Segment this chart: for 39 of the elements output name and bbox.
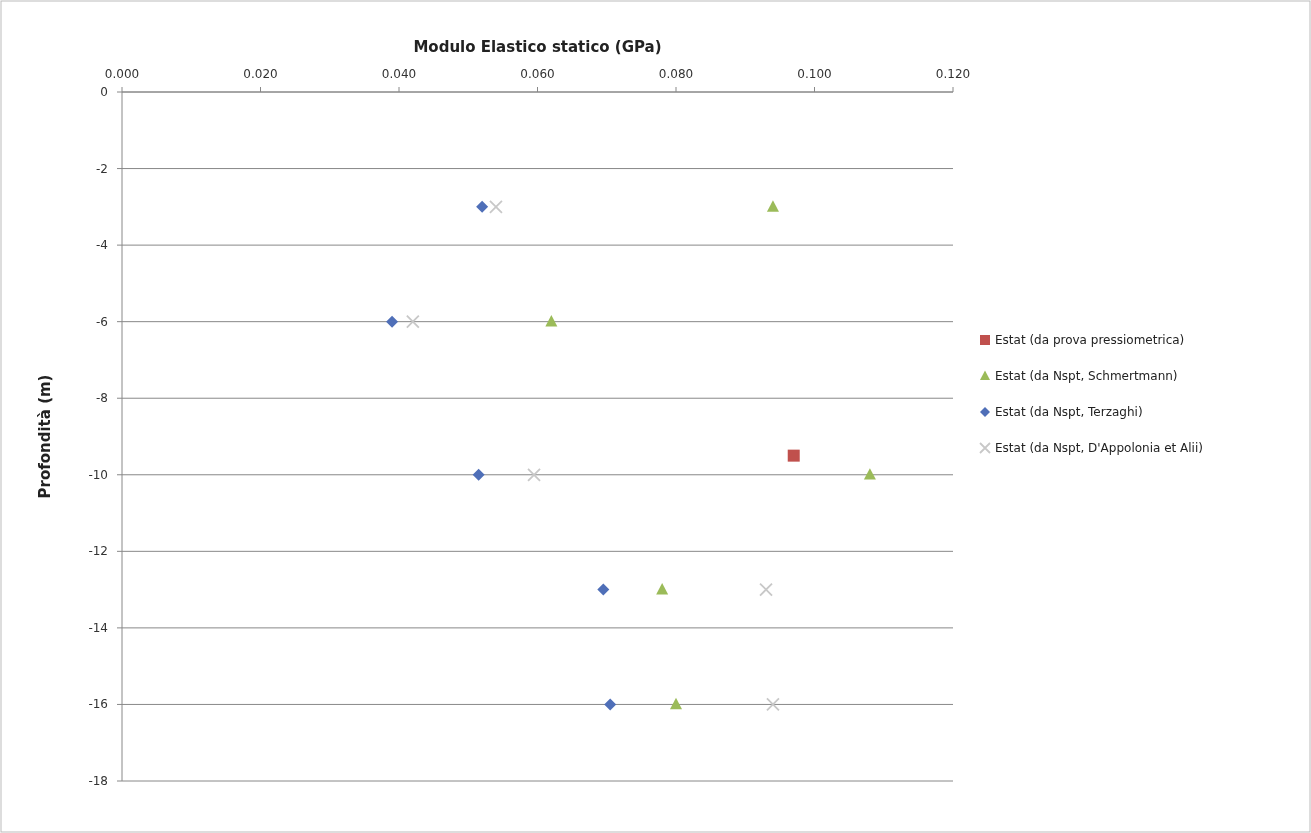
y-tick-label: -12 (88, 544, 108, 559)
x-axis-title: Modulo Elastico statico (GPa) (413, 38, 662, 56)
x-tick-label: 0.020 (243, 67, 278, 81)
point (597, 583, 610, 596)
y-tick-label: 0 (100, 85, 108, 99)
point (405, 314, 420, 329)
x-tick-label: 0.100 (797, 67, 832, 81)
x-tick-label: 0.080 (658, 67, 694, 81)
legend-label: Estat (da Nspt, Schmertmann) (995, 369, 1178, 383)
point (766, 697, 780, 712)
point (759, 582, 773, 597)
point (527, 467, 541, 482)
x-tick-label: 0.000 (104, 67, 140, 81)
point (670, 697, 682, 710)
y-tick-label: -6 (96, 314, 108, 329)
y-tick-label: -14 (88, 620, 108, 635)
y-tick-label: -4 (96, 238, 108, 253)
y-tick-label: -2 (96, 161, 108, 176)
point (766, 200, 779, 212)
point (787, 449, 800, 462)
x-tick-label: 0.120 (935, 67, 971, 81)
legend-label: Estat (da Nspt, Terzaghi) (995, 405, 1143, 419)
point (476, 200, 489, 213)
point (489, 199, 503, 214)
point (656, 583, 669, 595)
x-tick-label: 0.060 (520, 67, 555, 81)
x-tick-label: 0.040 (381, 67, 417, 81)
y-tick-label: -18 (88, 774, 108, 788)
legend-label: Estat (da Nspt, D'Appolonia et Alii) (995, 441, 1203, 455)
point (386, 315, 399, 328)
y-tick-label: -10 (88, 467, 108, 482)
y-tick-label: -16 (88, 697, 108, 712)
legend-label: Estat (da prova pressiometrica) (995, 333, 1185, 347)
point (472, 468, 485, 481)
y-axis-title: Profondità (m) (36, 374, 54, 499)
point (863, 468, 876, 480)
point (545, 315, 558, 327)
y-tick-label: -8 (96, 391, 108, 406)
point (604, 698, 617, 711)
